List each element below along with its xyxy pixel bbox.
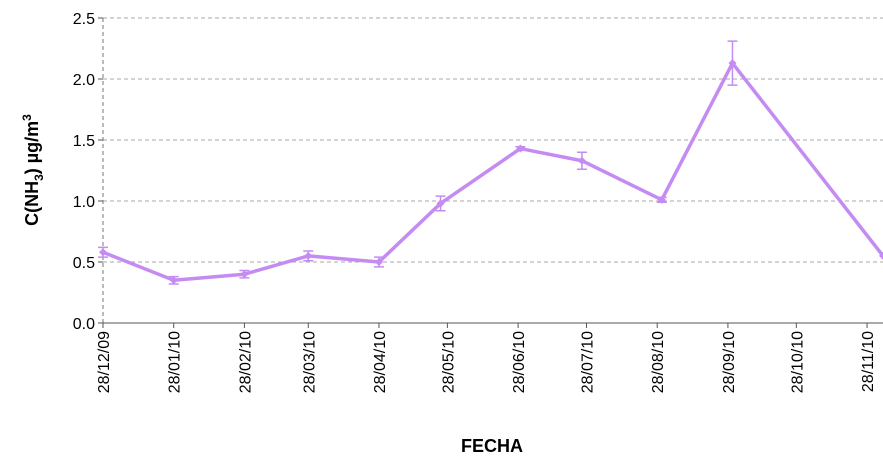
data-point (240, 270, 249, 279)
data-point (304, 251, 313, 260)
x-tick-label: 28/02/10 (237, 331, 254, 393)
data-point (169, 276, 178, 285)
data-point (879, 251, 883, 260)
x-tick-label: 28/08/10 (650, 331, 667, 393)
x-tick-label: 28/06/10 (511, 331, 528, 393)
x-tick-label: 28/05/10 (440, 331, 457, 393)
y-tick-label: 2.0 (73, 72, 95, 89)
x-tick-label: 28/04/10 (372, 331, 389, 393)
y-tick-label: 2.5 (73, 11, 95, 28)
data-point (728, 59, 737, 68)
data-point (516, 144, 525, 153)
x-tick-label: 28/10/10 (789, 331, 806, 393)
data-point (99, 248, 107, 257)
y-axis-title-part: C(NH (22, 181, 42, 226)
data-point (577, 156, 586, 165)
x-tick-label: 28/11/10 (860, 331, 877, 392)
data-point (657, 195, 666, 204)
x-tick-label: 28/01/10 (167, 331, 184, 393)
data-point (436, 199, 445, 208)
y-axis-title: C(NH3) µg/m3 (20, 114, 46, 226)
y-axis-title-sup: 3 (20, 114, 34, 121)
y-tick-label: 1.0 (73, 194, 95, 211)
y-axis-title-sub: 3 (32, 174, 46, 181)
x-tick-label: 28/12/09 (96, 331, 113, 393)
y-axis-title-part: ) µg/m (22, 121, 42, 174)
x-tick-label: 28/09/10 (721, 331, 738, 393)
x-axis-title: FECHA (461, 436, 523, 456)
x-tick-label: 28/07/10 (580, 331, 597, 393)
y-tick-label: 0.5 (73, 255, 95, 272)
data-point (374, 258, 383, 266)
data-line (102, 61, 883, 283)
y-tick-label: 1.5 (73, 133, 95, 150)
x-tick-label: 28/03/10 (301, 331, 318, 393)
y-tick-label: 0.0 (73, 316, 95, 333)
